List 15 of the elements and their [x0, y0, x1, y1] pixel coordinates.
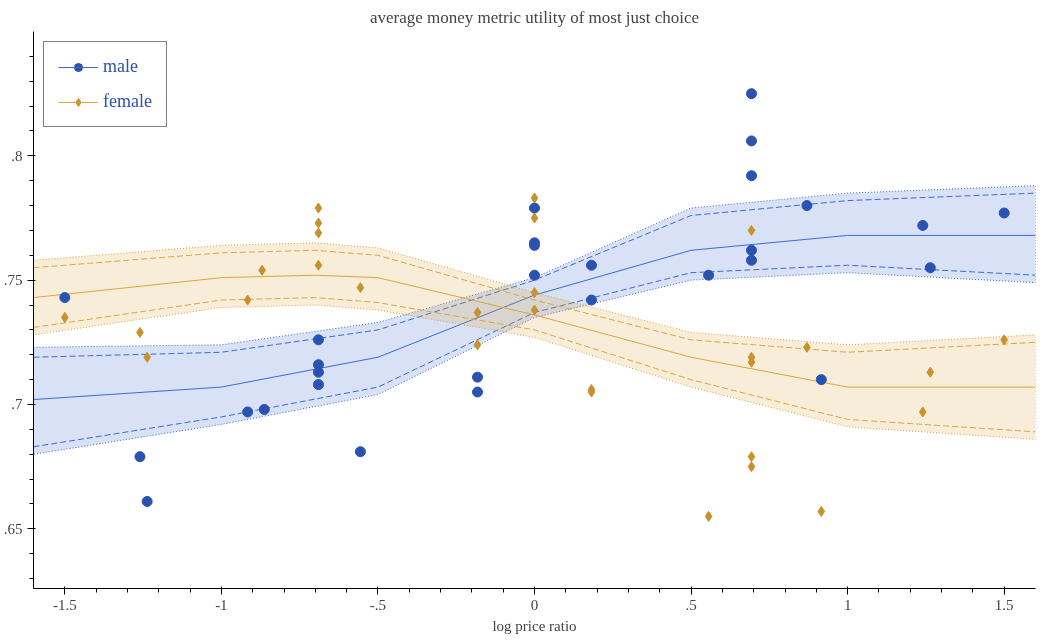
x-tick-label: -1	[215, 596, 228, 613]
y-tick-label: .7	[11, 396, 23, 413]
legend-label: male	[103, 56, 138, 77]
x-tick-label: -.5	[369, 596, 387, 613]
y-tick-label: .75	[3, 272, 23, 289]
x-tick-label: 1.5	[994, 596, 1014, 613]
x-tick-label: .5	[685, 596, 697, 613]
y-tick-label: .8	[11, 147, 23, 164]
x-axis-title: log price ratio	[492, 617, 577, 634]
x-tick-label: -1.5	[52, 596, 77, 613]
y-axis-title: average money metric utility of most just choice	[369, 7, 700, 27]
legend-label: female	[103, 91, 152, 112]
x-tick-label: 1	[843, 596, 852, 613]
x-tick-label: 0	[530, 596, 539, 613]
y-tick-label: .65	[3, 520, 23, 537]
